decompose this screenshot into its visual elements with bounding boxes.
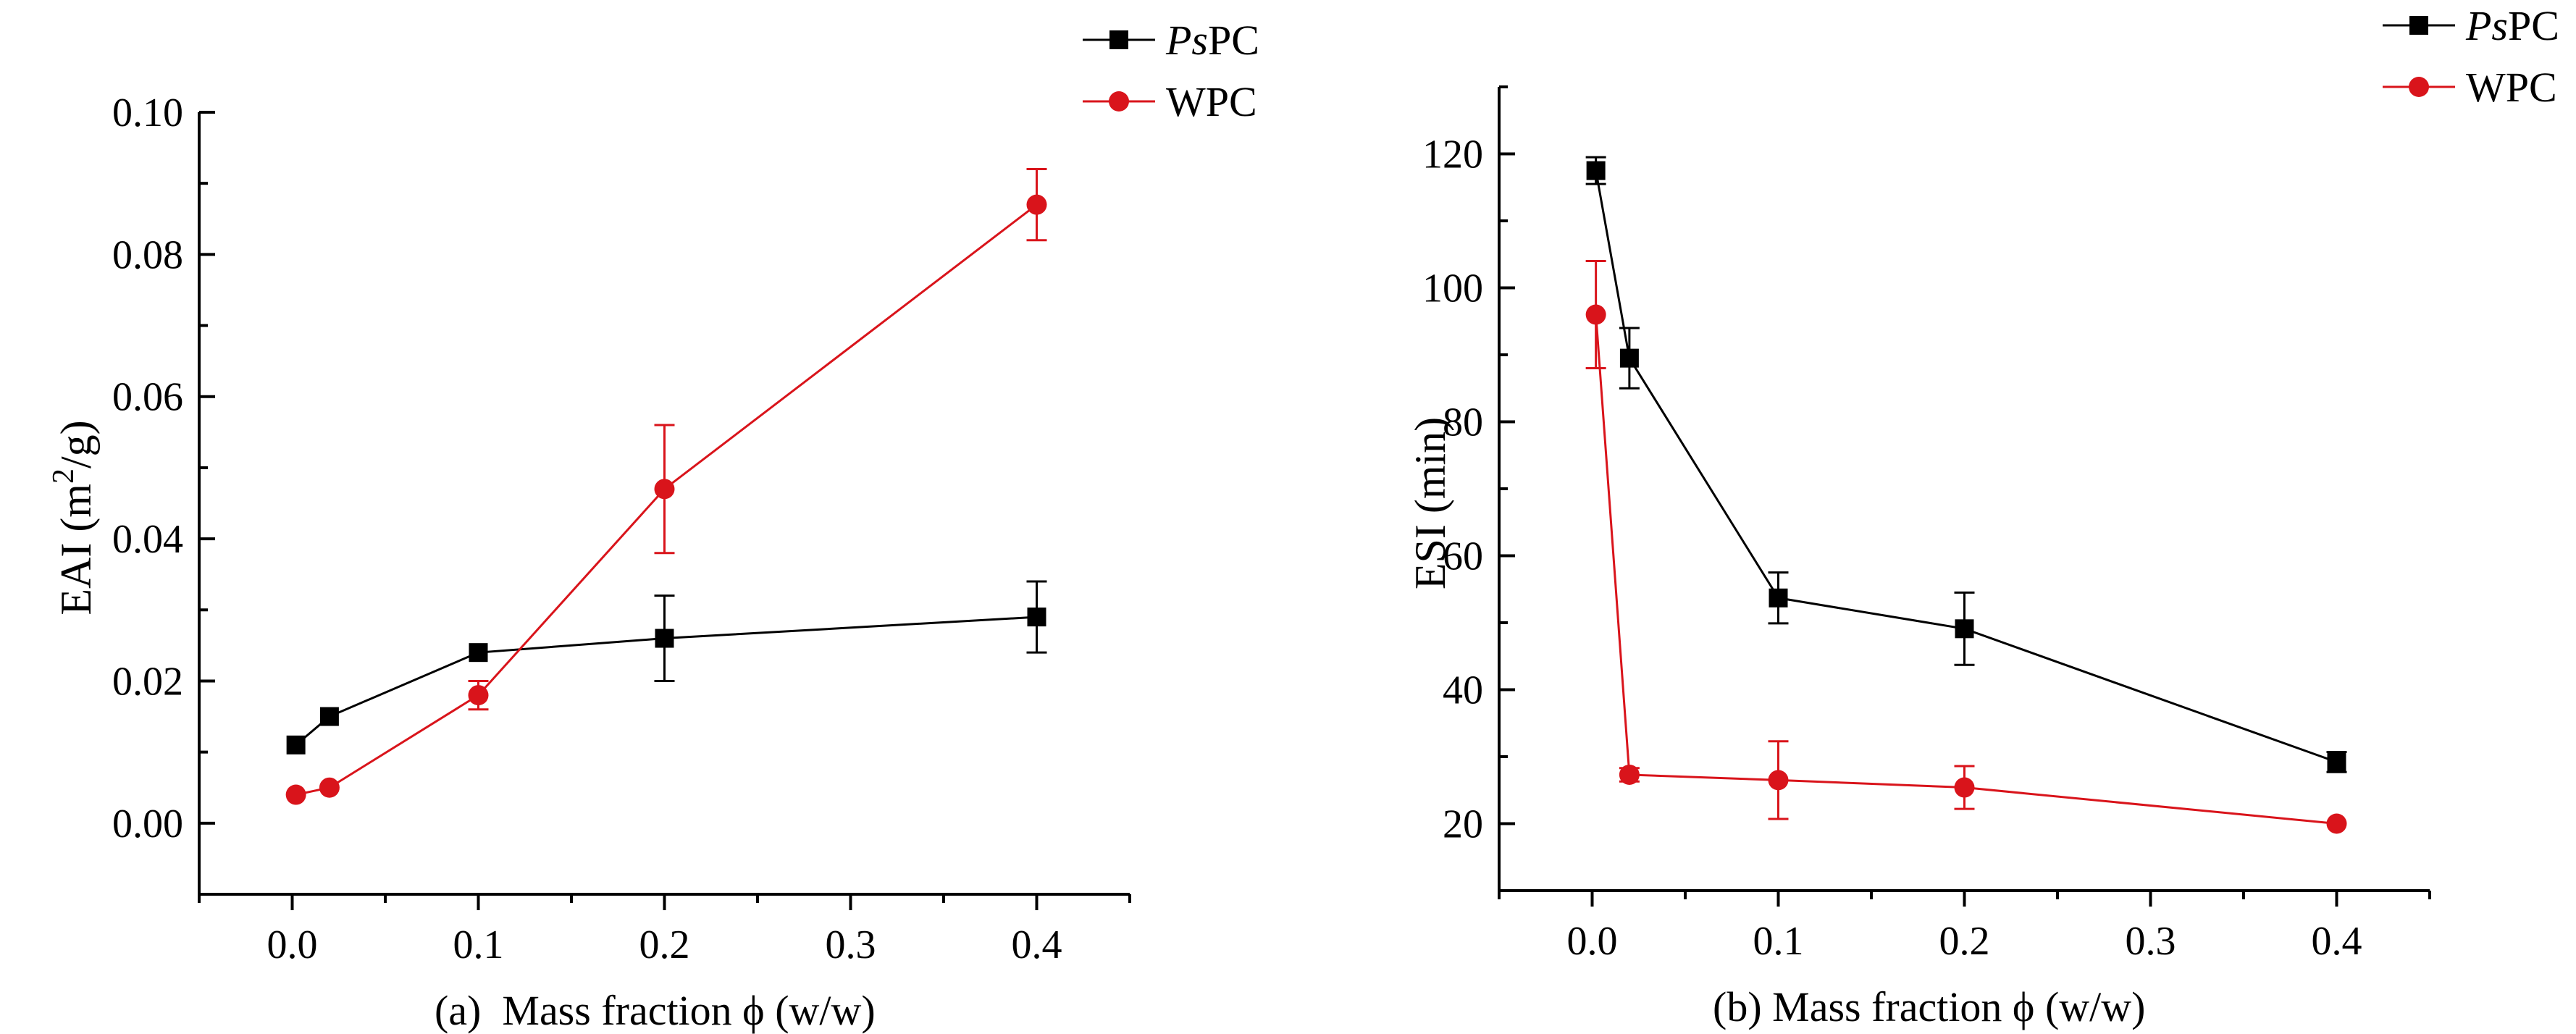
legend-marker	[1109, 30, 1128, 49]
y-axis-label-main: EAI (m	[52, 484, 100, 615]
x-tick-label: 0.0	[267, 922, 318, 967]
x-tick-label: 0.2	[639, 922, 690, 967]
series-wpc	[1585, 260, 2347, 834]
y-tick-label: 0.10	[112, 91, 183, 135]
y-axis-label-tail: /g)	[52, 420, 100, 468]
chart-a: 0.00 0.02 0.04 0.06 0.08 0.10 0.0 0.1 0.2 0.3 0.4 (…	[47, 17, 1259, 1034]
y-axis-label: ESI (min)	[1406, 417, 1454, 589]
series-pspc	[286, 580, 1047, 755]
legend-marker	[2409, 16, 2428, 35]
data-point	[1026, 194, 1047, 215]
data-point	[1769, 588, 1788, 608]
x-tick-label: 0.0	[1567, 919, 1618, 964]
y-tick-label: 0.00	[112, 802, 183, 846]
series-line	[295, 203, 1038, 796]
x-axis-caption: (a) Mass fraction ϕ (w/w)	[435, 987, 876, 1034]
x-tick-label: 0.3	[826, 922, 876, 967]
x-tick-label: 0.4	[1012, 922, 1062, 967]
y-tick-label: 0.08	[112, 232, 183, 277]
legend-label-italic: Ps	[2465, 2, 2508, 49]
legend-entry: PsPC	[1083, 17, 1259, 64]
legend-label: PsPC	[2465, 2, 2559, 49]
x-tick-label: 0.1	[1753, 919, 1804, 964]
x-tick-label: 0.3	[2126, 919, 2176, 964]
legend-entry: PsPC	[2383, 2, 2559, 49]
series-wpc	[285, 168, 1047, 805]
legend-label: WPC	[2466, 64, 2557, 111]
data-point	[1619, 348, 1639, 368]
y-axis-label-sup: 2	[47, 468, 80, 484]
x-tick-label: 0.1	[453, 922, 504, 967]
y-tick-label: 80	[1443, 400, 1483, 445]
legend-entry: WPC	[2383, 64, 2557, 111]
data-point	[1768, 770, 1789, 791]
y-tick-label: 40	[1443, 668, 1483, 713]
chart-b: 20 40 60 80 100 120 0.0 0.1 0.2 0.3 0.4 (b) Mass fr…	[1406, 2, 2559, 1030]
y-tick-label: 0.02	[112, 659, 183, 704]
data-point	[468, 685, 489, 706]
x-tick-label: 0.4	[2312, 919, 2362, 964]
data-point	[319, 707, 339, 726]
y-tick-label: 100	[1422, 266, 1483, 311]
legend-label-normal: PC	[1208, 17, 1259, 64]
data-point	[654, 479, 675, 500]
legend-marker	[2409, 77, 2429, 97]
data-point	[2326, 813, 2347, 834]
y-tick-label: 20	[1443, 802, 1483, 847]
legend-entry: WPC	[1083, 78, 1257, 125]
series-line	[1595, 170, 2338, 763]
data-point	[469, 643, 488, 663]
data-point	[1027, 608, 1046, 627]
x-tick-label: 0.2	[1939, 919, 1990, 964]
y-axis-label: EAI (m2/g)	[47, 420, 100, 615]
series-line	[1595, 314, 2337, 825]
data-point	[2327, 752, 2346, 772]
y-tick-label: 60	[1443, 534, 1483, 579]
data-point	[1619, 764, 1640, 785]
data-point	[1585, 304, 1606, 325]
data-point	[655, 629, 674, 648]
legend-label-italic: Ps	[1165, 17, 1208, 64]
data-point	[285, 784, 306, 805]
legend-marker	[1109, 91, 1129, 112]
legend-label: WPC	[1166, 78, 1257, 125]
data-point	[319, 777, 340, 798]
legend-label-normal: PC	[2508, 2, 2559, 49]
data-point	[1586, 161, 1606, 180]
x-axis-caption: (b) Mass fraction ϕ (w/w)	[1713, 983, 2145, 1030]
y-tick-label: 0.04	[112, 517, 183, 562]
data-point	[286, 735, 306, 755]
series-pspc	[1585, 156, 2347, 773]
data-point	[1954, 777, 1975, 798]
y-tick-label: 0.06	[112, 375, 183, 420]
y-tick-label: 120	[1422, 133, 1483, 177]
legend-label: PsPC	[1165, 17, 1259, 64]
data-point	[1955, 619, 1974, 639]
